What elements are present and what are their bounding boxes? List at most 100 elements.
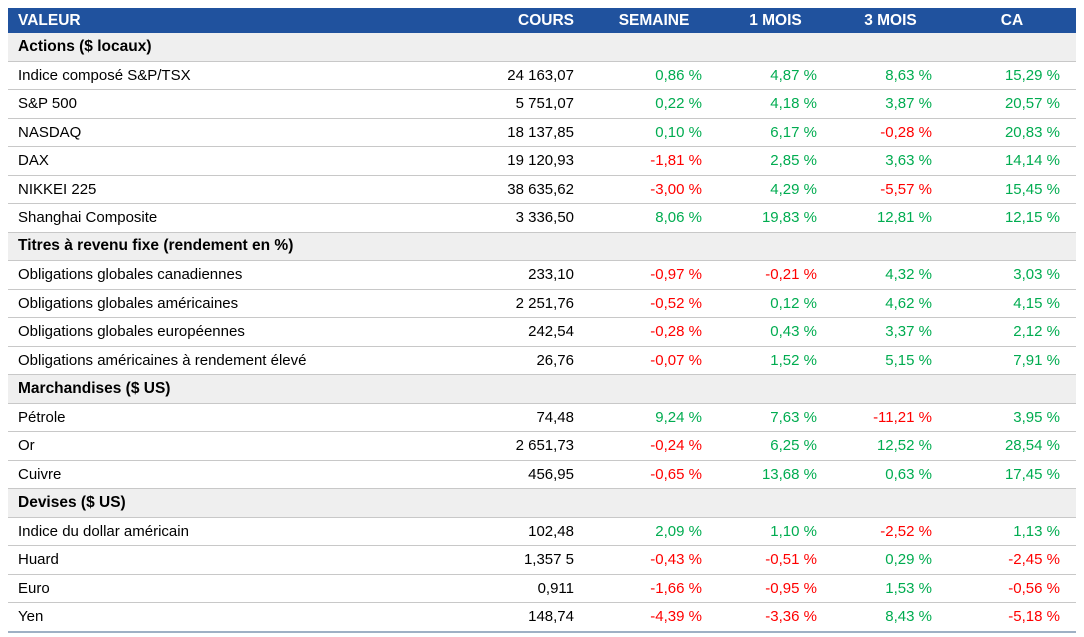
instrument-name: Or [8, 431, 460, 461]
ca-change-cell: 3,95 % [948, 403, 1076, 432]
mois-3-change-cell: 0,63 % [833, 460, 948, 489]
mois-1-change-cell: 0,12 % [718, 289, 833, 318]
cours-value-cell: 26,76 [460, 346, 590, 375]
cours-value-cell: 102,48 [460, 517, 590, 546]
semaine-change-cell: -0,65 % [590, 460, 718, 489]
table-row: Yen 148,74 -4,39 % -3,36 % 8,43 % -5,18 % [8, 602, 1076, 632]
header-3-mois: 3 MOIS [833, 8, 948, 33]
mois-3-change-cell: 4,32 % [833, 260, 948, 290]
mois-1-change-cell: -0,51 % [718, 545, 833, 575]
mois-1-change-cell: 4,18 % [718, 89, 833, 119]
table-row: Obligations globales européennes 242,54 -0… [8, 317, 1076, 347]
ca-change-cell: -0,56 % [948, 574, 1076, 603]
instrument-name: S&P 500 [8, 89, 460, 119]
ca-change-cell: 20,83 % [948, 118, 1076, 147]
mois-3-change-cell: -0,28 % [833, 118, 948, 147]
ca-change-cell: -5,18 % [948, 602, 1076, 632]
semaine-change-cell: 0,10 % [590, 118, 718, 147]
instrument-name: Indice composé S&P/TSX [8, 61, 460, 90]
cours-value-cell: 74,48 [460, 403, 590, 432]
ca-change-cell: 28,54 % [948, 431, 1076, 461]
mois-3-change-cell: 0,29 % [833, 545, 948, 575]
instrument-name: Pétrole [8, 403, 460, 432]
ca-change-cell: 4,15 % [948, 289, 1076, 318]
semaine-change-cell: 9,24 % [590, 403, 718, 432]
table-row: Euro 0,911 -1,66 % -0,95 % 1,53 % -0,56 % [8, 574, 1076, 603]
cours-value-cell: 38 635,62 [460, 175, 590, 204]
table-row: S&P 500 5 751,07 0,22 % 4,18 % 3,87 % 20,57 % [8, 89, 1076, 119]
cours-value-cell: 2 651,73 [460, 431, 590, 461]
cours-value-cell: 456,95 [460, 460, 590, 489]
mois-3-change-cell: -11,21 % [833, 403, 948, 432]
header-valeur: VALEUR [8, 8, 460, 33]
cours-value-cell: 2 251,76 [460, 289, 590, 318]
ca-change-cell: 15,29 % [948, 61, 1076, 90]
mois-3-change-cell: 5,15 % [833, 346, 948, 375]
mois-1-change-cell: 4,87 % [718, 61, 833, 90]
instrument-name: Huard [8, 545, 460, 575]
mois-3-change-cell: 8,43 % [833, 602, 948, 632]
mois-1-change-cell: 4,29 % [718, 175, 833, 204]
table-row: Obligations américaines à rendement élev… [8, 346, 1076, 375]
ca-change-cell: 3,03 % [948, 260, 1076, 290]
mois-3-change-cell: -2,52 % [833, 517, 948, 546]
ca-change-cell: 2,12 % [948, 317, 1076, 347]
table-row: DAX 19 120,93 -1,81 % 2,85 % 3,63 % 14,14 % [8, 146, 1076, 176]
mois-1-change-cell: 6,17 % [718, 118, 833, 147]
mois-3-change-cell: 8,63 % [833, 61, 948, 90]
instrument-name: Euro [8, 574, 460, 603]
cours-value-cell: 19 120,93 [460, 146, 590, 176]
instrument-name: NASDAQ [8, 118, 460, 147]
semaine-change-cell: -4,39 % [590, 602, 718, 632]
mois-1-change-cell: 7,63 % [718, 403, 833, 432]
ca-change-cell: 1,13 % [948, 517, 1076, 546]
section-row: Titres à revenu fixe (rendement en %) [8, 232, 1076, 261]
table-row: Cuivre 456,95 -0,65 % 13,68 % 0,63 % 17,45 % [8, 460, 1076, 489]
semaine-change-cell: -0,24 % [590, 431, 718, 461]
mois-3-change-cell: 3,37 % [833, 317, 948, 347]
table-row: NASDAQ 18 137,85 0,10 % 6,17 % -0,28 % 20,83 … [8, 118, 1076, 147]
mois-1-change-cell: 0,43 % [718, 317, 833, 347]
instrument-name: Cuivre [8, 460, 460, 489]
semaine-change-cell: -1,66 % [590, 574, 718, 603]
ca-change-cell: 17,45 % [948, 460, 1076, 489]
mois-1-change-cell: -0,21 % [718, 260, 833, 290]
semaine-change-cell: 2,09 % [590, 517, 718, 546]
mois-3-change-cell: 3,87 % [833, 89, 948, 119]
table-row: Pétrole 74,48 9,24 % 7,63 % -11,21 % 3,95 % [8, 403, 1076, 432]
table-row: Indice du dollar américain 102,48 2,09 % 1,… [8, 517, 1076, 546]
section-title: Devises ($ US) [8, 488, 1076, 518]
section-title: Marchandises ($ US) [8, 374, 1076, 404]
cours-value-cell: 18 137,85 [460, 118, 590, 147]
header-cours: COURS [460, 8, 590, 33]
instrument-name: Obligations globales canadiennes [8, 260, 460, 290]
mois-3-change-cell: 1,53 % [833, 574, 948, 603]
mois-3-change-cell: 4,62 % [833, 289, 948, 318]
ca-change-cell: 14,14 % [948, 146, 1076, 176]
header-1-mois: 1 MOIS [718, 8, 833, 33]
instrument-name: DAX [8, 146, 460, 176]
table-row: Obligations globales canadiennes 233,10 -0… [8, 260, 1076, 290]
table-row: NIKKEI 225 38 635,62 -3,00 % 4,29 % -5,57 % 1… [8, 175, 1076, 204]
table-row: Or 2 651,73 -0,24 % 6,25 % 12,52 % 28,54 % [8, 431, 1076, 461]
semaine-change-cell: 0,86 % [590, 61, 718, 90]
semaine-change-cell: -0,52 % [590, 289, 718, 318]
table-row: Obligations globales américaines 2 251,76… [8, 289, 1076, 318]
semaine-change-cell: -0,28 % [590, 317, 718, 347]
ca-change-cell: 15,45 % [948, 175, 1076, 204]
table-row: Indice composé S&P/TSX 24 163,07 0,86 % 4,8… [8, 61, 1076, 90]
mois-1-change-cell: 13,68 % [718, 460, 833, 489]
table-row: Huard 1,357 5 -0,43 % -0,51 % 0,29 % -2,45 % [8, 545, 1076, 575]
instrument-name: NIKKEI 225 [8, 175, 460, 204]
ca-change-cell: 12,15 % [948, 203, 1076, 233]
header-semaine: SEMAINE [590, 8, 718, 33]
header-ca: CA [948, 8, 1076, 33]
mois-1-change-cell: 1,52 % [718, 346, 833, 375]
semaine-change-cell: -0,43 % [590, 545, 718, 575]
cours-value-cell: 24 163,07 [460, 61, 590, 90]
section-row: Devises ($ US) [8, 488, 1076, 518]
mois-1-change-cell: 2,85 % [718, 146, 833, 176]
cours-value-cell: 1,357 5 [460, 545, 590, 575]
section-title: Titres à revenu fixe (rendement en %) [8, 232, 1076, 261]
